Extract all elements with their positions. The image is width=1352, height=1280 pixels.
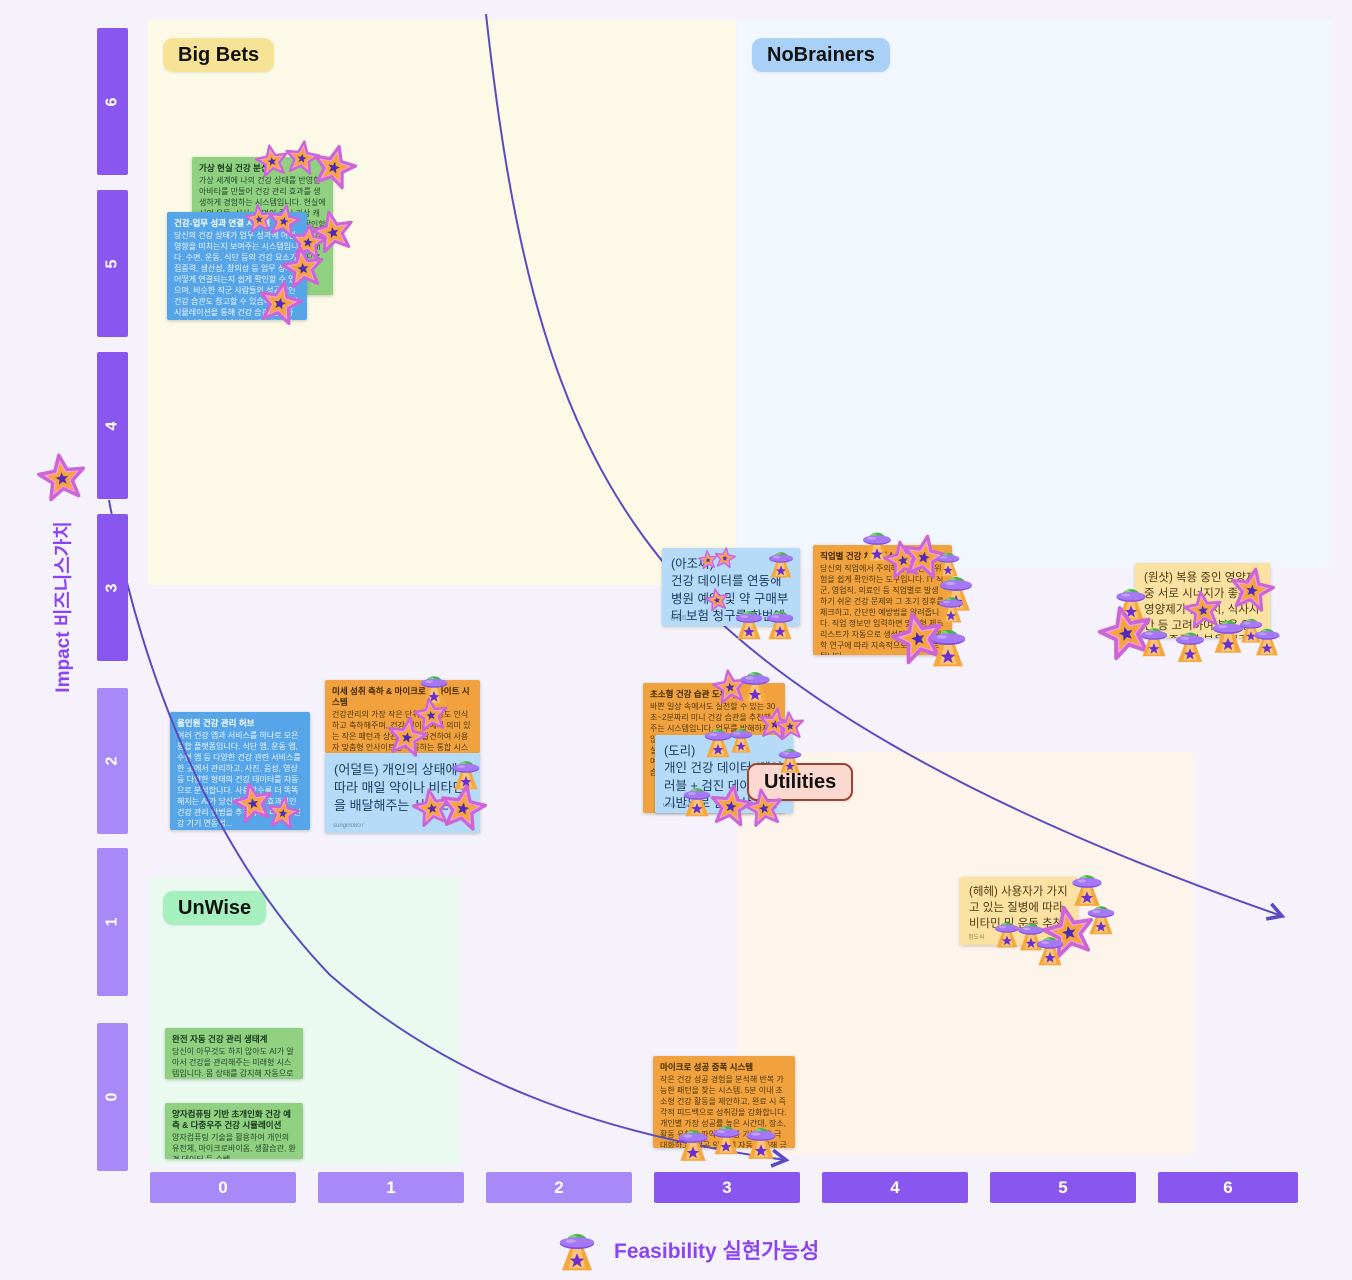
x-axis-tick-3[interactable]: 3 bbox=[654, 1172, 800, 1203]
x-axis-tick-4[interactable]: 4 bbox=[822, 1172, 968, 1203]
note-title: 직업별 건강 체크리스트 bbox=[820, 551, 903, 561]
y-tick-label: 0 bbox=[103, 1092, 121, 1102]
note-body: 당신의 직업에서 주의해야 할 건강 위험을 쉽게 확인하는 도구입니다. IT… bbox=[820, 564, 944, 655]
quadrant-label-nobrainers[interactable]: NoBrainers bbox=[752, 38, 890, 72]
note-author: 정도씨 bbox=[968, 935, 985, 941]
y-axis-title: Impact 비즈니스가치 bbox=[53, 521, 74, 693]
x-tick-label: 3 bbox=[722, 1177, 732, 1197]
x-tick-label: 4 bbox=[890, 1177, 900, 1197]
x-axis-tick-6[interactable]: 6 bbox=[1158, 1172, 1298, 1203]
y-tick-label: 2 bbox=[103, 756, 121, 766]
y-axis-tick-3[interactable]: 3 bbox=[97, 514, 128, 661]
y-axis-tick-1[interactable]: 1 bbox=[97, 848, 128, 996]
x-tick-label: 1 bbox=[386, 1177, 396, 1197]
x-axis-tick-2[interactable]: 2 bbox=[486, 1172, 632, 1203]
x-tick-label: 2 bbox=[554, 1177, 564, 1197]
y-axis-tick-6[interactable]: 6 bbox=[97, 28, 128, 175]
y-tick-label: 5 bbox=[103, 259, 121, 268]
note-body: 당신의 건강 상태가 업무 성과에 어떤 영향을 미치는지 보여주는 시스템입니… bbox=[174, 231, 300, 320]
x-axis-tick-1[interactable]: 1 bbox=[318, 1172, 464, 1203]
x-tick-label: 5 bbox=[1058, 1177, 1068, 1197]
quadrant-label-big-bets[interactable]: Big Bets bbox=[163, 38, 275, 72]
y-tick-label: 3 bbox=[103, 583, 121, 592]
note-title: 건강-업무 성과 연결 시스템 bbox=[174, 218, 270, 228]
x-tick-label: 6 bbox=[1223, 1177, 1233, 1197]
x-axis-title: Feasibility 실현가능성 bbox=[614, 1240, 820, 1263]
y-axis-tick-5[interactable]: 5 bbox=[97, 190, 128, 337]
y-axis-tick-4[interactable]: 4 bbox=[97, 352, 128, 499]
y-tick-label: 4 bbox=[103, 421, 121, 430]
y-axis-tick-2[interactable]: 2 bbox=[97, 688, 128, 834]
y-tick-label: 1 bbox=[103, 917, 121, 927]
y-tick-label: 6 bbox=[103, 97, 121, 106]
note-title: 가상 현실 건강 분신 bbox=[199, 163, 269, 173]
x-axis-tick-5[interactable]: 5 bbox=[990, 1172, 1136, 1203]
x-tick-label: 0 bbox=[218, 1177, 228, 1197]
y-axis-tick-0[interactable]: 0 bbox=[97, 1023, 128, 1171]
x-axis-tick-0[interactable]: 0 bbox=[150, 1172, 296, 1203]
